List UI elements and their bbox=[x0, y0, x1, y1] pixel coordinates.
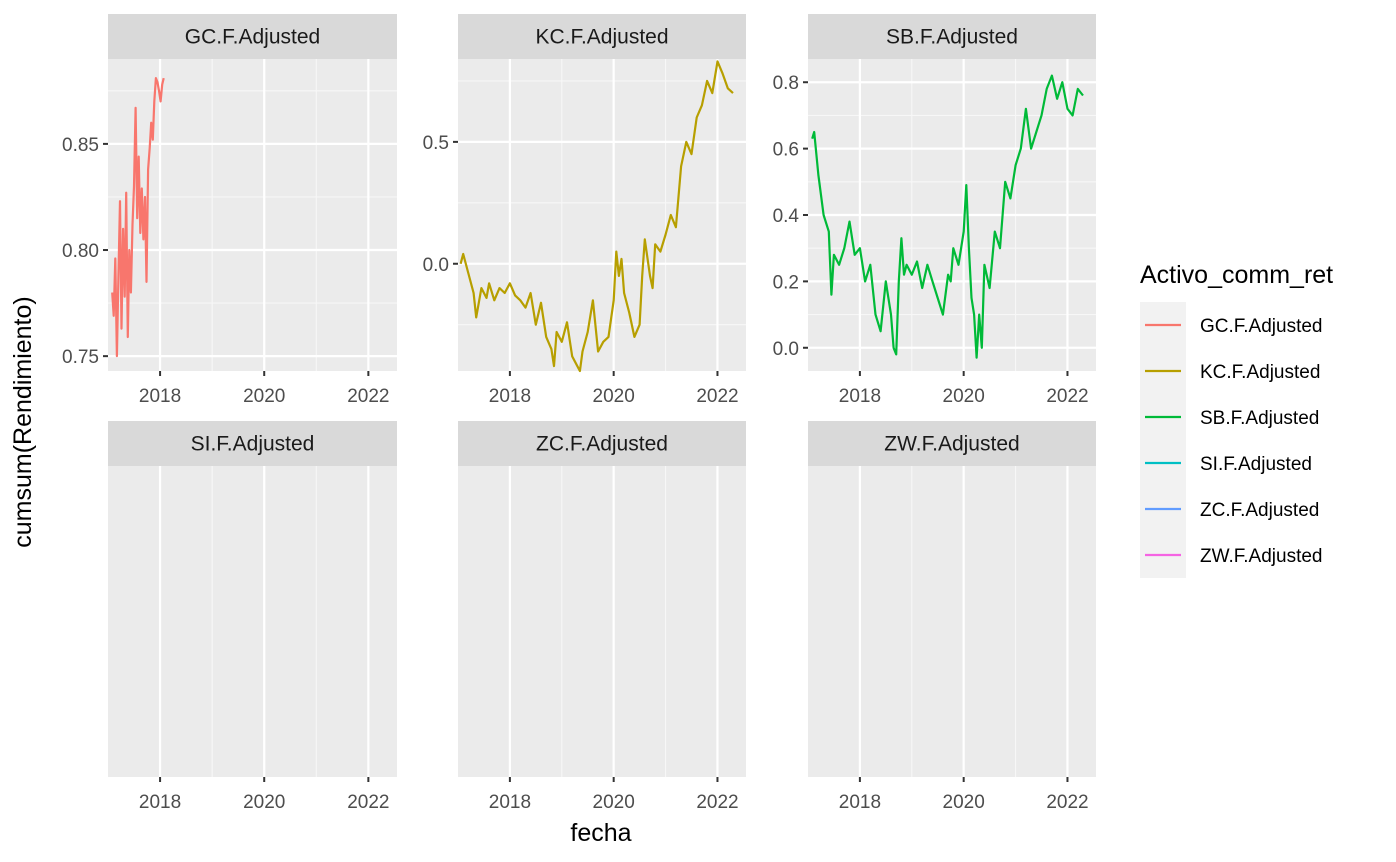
x-tick-label: 2018 bbox=[489, 792, 531, 813]
y-tick-label: 0.0 bbox=[773, 339, 799, 360]
x-tick-label: 2022 bbox=[347, 792, 389, 813]
x-tick-label: 2022 bbox=[696, 386, 738, 407]
y-tick-label: 0.85 bbox=[62, 135, 99, 156]
x-tick-label: 2018 bbox=[139, 386, 181, 407]
y-tick-label: 0.5 bbox=[423, 133, 449, 154]
facet-strip bbox=[808, 14, 1096, 59]
x-tick-label: 2020 bbox=[243, 792, 285, 813]
legend-title: Activo_comm_ret bbox=[1140, 261, 1333, 289]
y-tick-label: 0.4 bbox=[773, 206, 800, 227]
facet-strip bbox=[458, 14, 746, 59]
y-tick-label: 0.6 bbox=[773, 140, 799, 161]
facet-panel: SI.F.Adjusted 2018 2020 2022 bbox=[108, 421, 397, 813]
series-line bbox=[111, 76, 165, 358]
legend-key-background bbox=[1140, 302, 1186, 578]
y-axis-title: cumsum(Rendimiento) bbox=[9, 296, 37, 547]
facet-strip bbox=[108, 421, 397, 466]
series-line bbox=[459, 60, 734, 373]
facet-strip-label: GC.F.Adjusted bbox=[185, 26, 320, 49]
facet-panel: ZC.F.Adjusted 2018 2020 2022 bbox=[458, 421, 746, 813]
facet-strip-label: ZC.F.Adjusted bbox=[536, 433, 668, 456]
facet-panel: KC.F.Adjusted 2018 2020 2022 0.0 0.5 bbox=[423, 14, 746, 407]
panel-background bbox=[108, 59, 397, 371]
legend-label: ZC.F.Adjusted bbox=[1200, 500, 1319, 521]
legend-label: SI.F.Adjusted bbox=[1200, 454, 1312, 475]
panel-background bbox=[458, 59, 746, 371]
facet-strip-label: SI.F.Adjusted bbox=[191, 433, 315, 456]
x-tick-label: 2022 bbox=[1046, 792, 1088, 813]
y-tick-label: 0.2 bbox=[773, 272, 799, 293]
facet-strip-label: SB.F.Adjusted bbox=[886, 26, 1018, 49]
panel-background bbox=[458, 466, 746, 777]
legend-label: SB.F.Adjusted bbox=[1200, 408, 1319, 429]
x-tick-label: 2018 bbox=[839, 792, 881, 813]
facet-panel: ZW.F.Adjusted 2018 2020 2022 bbox=[808, 421, 1096, 813]
facet-panel: GC.F.Adjusted 2018 2020 2022 0.75 0.80 0.85 bbox=[62, 14, 397, 407]
facet-strip bbox=[808, 421, 1096, 466]
legend-label: KC.F.Adjusted bbox=[1200, 362, 1320, 383]
y-tick-label: 0.75 bbox=[62, 347, 99, 368]
legend: GC.F.Adjusted KC.F.Adjusted SB.F.Adjusted S… bbox=[1140, 302, 1323, 578]
panel-background bbox=[808, 466, 1096, 777]
x-tick-label: 2020 bbox=[943, 386, 985, 407]
x-tick-label: 2020 bbox=[943, 792, 985, 813]
facet-strip-label: KC.F.Adjusted bbox=[535, 26, 668, 49]
y-tick-label: 0.0 bbox=[423, 255, 449, 276]
x-axis-title: fecha bbox=[570, 819, 631, 847]
x-tick-label: 2022 bbox=[1046, 386, 1088, 407]
x-tick-label: 2020 bbox=[243, 386, 285, 407]
facet-panels: GC.F.Adjusted 2018 2020 2022 0.75 0.80 0.85 KC.… bbox=[62, 14, 1096, 813]
x-tick-label: 2018 bbox=[839, 386, 881, 407]
panel-background bbox=[108, 466, 397, 777]
legend-label: GC.F.Adjusted bbox=[1200, 316, 1323, 337]
x-tick-label: 2022 bbox=[347, 386, 389, 407]
facet-strip-label: ZW.F.Adjusted bbox=[884, 433, 1019, 456]
legend-label: ZW.F.Adjusted bbox=[1200, 546, 1323, 567]
x-tick-label: 2018 bbox=[139, 792, 181, 813]
x-tick-label: 2020 bbox=[593, 792, 635, 813]
x-tick-label: 2022 bbox=[696, 792, 738, 813]
x-tick-label: 2018 bbox=[489, 386, 531, 407]
y-tick-label: 0.80 bbox=[62, 241, 99, 262]
facet-strip bbox=[108, 14, 397, 59]
series-line bbox=[811, 74, 1084, 359]
x-tick-label: 2020 bbox=[593, 386, 635, 407]
y-tick-label: 0.8 bbox=[773, 73, 799, 94]
facet-panel: SB.F.Adjusted 2018 2020 2022 0.0 0.2 0.4 0.6 0.8 bbox=[773, 14, 1096, 407]
facet-strip bbox=[458, 421, 746, 466]
